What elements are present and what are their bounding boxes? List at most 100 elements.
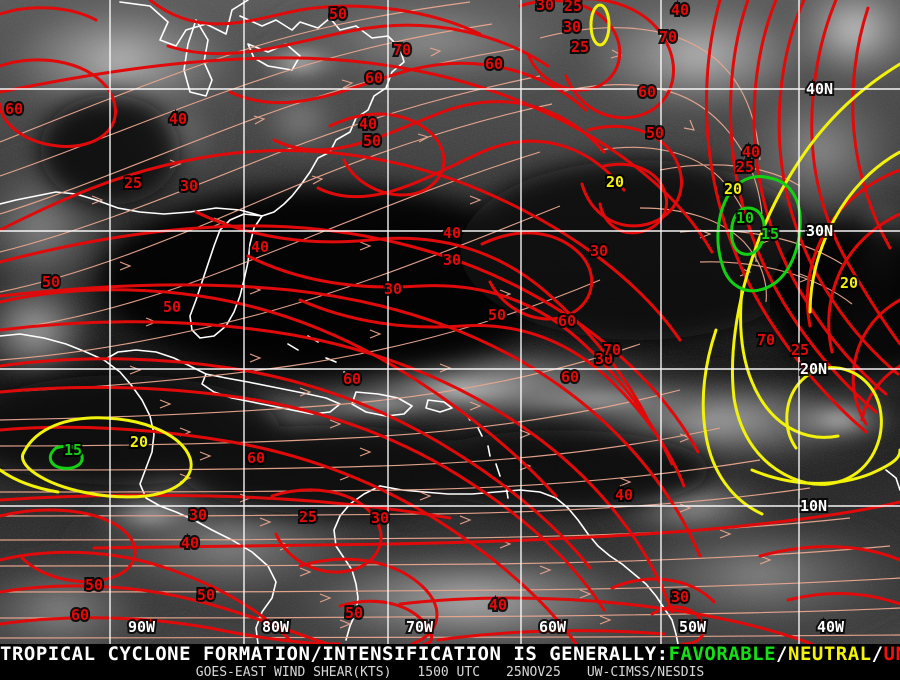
contour-label-halo: 50 [197,586,215,604]
shear-contours-favorable [48,175,802,470]
contour-label-halo: 70 [393,41,411,59]
contour-value-label: 40 [359,115,377,133]
contour-value-label: 60 [343,370,361,388]
contour-value-label: 60 [485,55,503,73]
contour-value-label: 15 [761,225,779,243]
contour-value-label: 30 [180,177,198,195]
contour-label-halo: 20 [606,173,624,191]
legend-neutral: NEUTRAL [788,643,872,665]
contour-label-halo: 60 [71,606,89,624]
subtitle-date: 25NOV25 [506,665,561,680]
contour-label-halo: 10 [736,209,754,227]
grid-label: 10N [800,497,827,515]
contour-value-label: 15 [64,441,82,459]
grid-label-halo: 50W [679,618,707,636]
contour-value-label: 30 [671,588,689,606]
grid-label-halo: 40W [817,618,845,636]
grid-label: 90W [128,618,156,636]
contour-value-label: 60 [558,312,576,330]
contour-value-label: 70 [603,341,621,359]
shear-contours-unfavorable [0,0,900,644]
contour-value-label: 50 [488,306,506,324]
contour-value-label: 60 [5,100,23,118]
contour-value-label: 40 [615,486,633,504]
contour-label-halo: 70 [603,341,621,359]
contour-label-halo: 60 [365,69,383,87]
headline-line: TROPICAL CYCLONE FORMATION/INTENSIFICATI… [0,644,900,665]
subtitle-product: GOES-EAST WIND SHEAR(KTS) [195,665,392,680]
contour-label-halo: 70 [757,331,775,349]
grid-label-halo: 20N [800,360,827,378]
contour-label-halo: 40 [671,1,689,19]
contour-value-label: 40 [489,596,507,614]
grid-label: 70W [406,618,434,636]
shear-contours-neutral [0,3,900,516]
contour-value-label: 25 [564,0,582,15]
contour-label-halo: 60 [485,55,503,73]
contour-label-halo: 50 [85,576,103,594]
contour-value-label: 60 [561,368,579,386]
contour-label-halo: 30 [536,0,554,14]
contour-value-label: 30 [189,506,207,524]
contour-label-halo: 40 [443,224,461,242]
contour-value-label: 40 [443,224,461,242]
contour-label-halo: 60 [561,368,579,386]
contour-label-halo: 30 [671,588,689,606]
contour-label-halo: 25 [299,508,317,526]
contour-value-label: 25 [124,174,142,192]
legend-separator-2: / [871,643,884,665]
contour-label-halo: 15 [761,225,779,243]
contour-label-halo: 30 [189,506,207,524]
map-canvas: 60 60 50 50 50 50 70 70 60 60 60 60 40 40 25 25 30 30 40 40… [0,0,900,644]
contour-value-label: 50 [345,604,363,622]
contour-value-label: 25 [736,158,754,176]
contour-label-halo: 25 [571,38,589,56]
contour-label-halo: 40 [359,115,377,133]
contour-value-label: 70 [757,331,775,349]
grid-label: 60W [539,618,567,636]
grid-label: 40W [817,618,845,636]
ir-satellite-imagery [0,0,900,644]
contour-label-halo: 30 [371,509,389,527]
grid-label-halo: 10N [800,497,827,515]
contour-value-label: 20 [840,274,858,292]
contour-value-label: 40 [671,1,689,19]
contour-label-halo: 20 [130,433,148,451]
contour-value-label: 30 [595,350,613,368]
caption-bar: TROPICAL CYCLONE FORMATION/INTENSIFICATI… [0,644,900,680]
contour-label-halo: 40 [181,534,199,552]
grid-label: 50W [679,618,707,636]
contour-value-label: 25 [299,508,317,526]
contour-label-halo: 15 [64,441,82,459]
contour-label-halo: 30 [443,251,461,269]
contour-label-halo: 50 [488,306,506,324]
contour-value-label: 30 [384,280,402,298]
contour-value-label: 60 [365,69,383,87]
contour-label-halo: 60 [343,370,361,388]
contour-label-halo: 30 [384,280,402,298]
headline-prefix: TROPICAL CYCLONE FORMATION/INTENSIFICATI… [0,643,669,665]
contour-label-halo: 20 [724,180,742,198]
contour-value-label: 30 [563,18,581,36]
grid-label-halo: 60W [539,618,567,636]
contour-label-halo: 40 [169,110,187,128]
contour-label-halo: 30 [590,242,608,260]
contour-value-label: 40 [169,110,187,128]
contour-label-halo: 60 [638,83,656,101]
contour-value-label: 50 [42,273,60,291]
contour-label-halo: 60 [558,312,576,330]
grid-label-halo: 30N [806,222,833,240]
satellite-shear-map[interactable]: 60 60 50 50 50 50 70 70 60 60 60 60 40 40 25 25 30 30 40 40… [0,0,900,644]
legend-favorable: FAVORABLE [668,643,777,665]
grid-label-halo: 90W [128,618,156,636]
contour-value-label: 50 [646,124,664,142]
contour-value-label: 25 [791,341,809,359]
contour-value-label: 60 [247,449,265,467]
contour-value-label: 30 [536,0,554,14]
contour-label-halo: 25 [564,0,582,15]
legend-unfavorable: UNFAVORABLE [883,643,900,665]
contour-value-label: 50 [363,132,381,150]
contour-label-halo: 50 [345,604,363,622]
